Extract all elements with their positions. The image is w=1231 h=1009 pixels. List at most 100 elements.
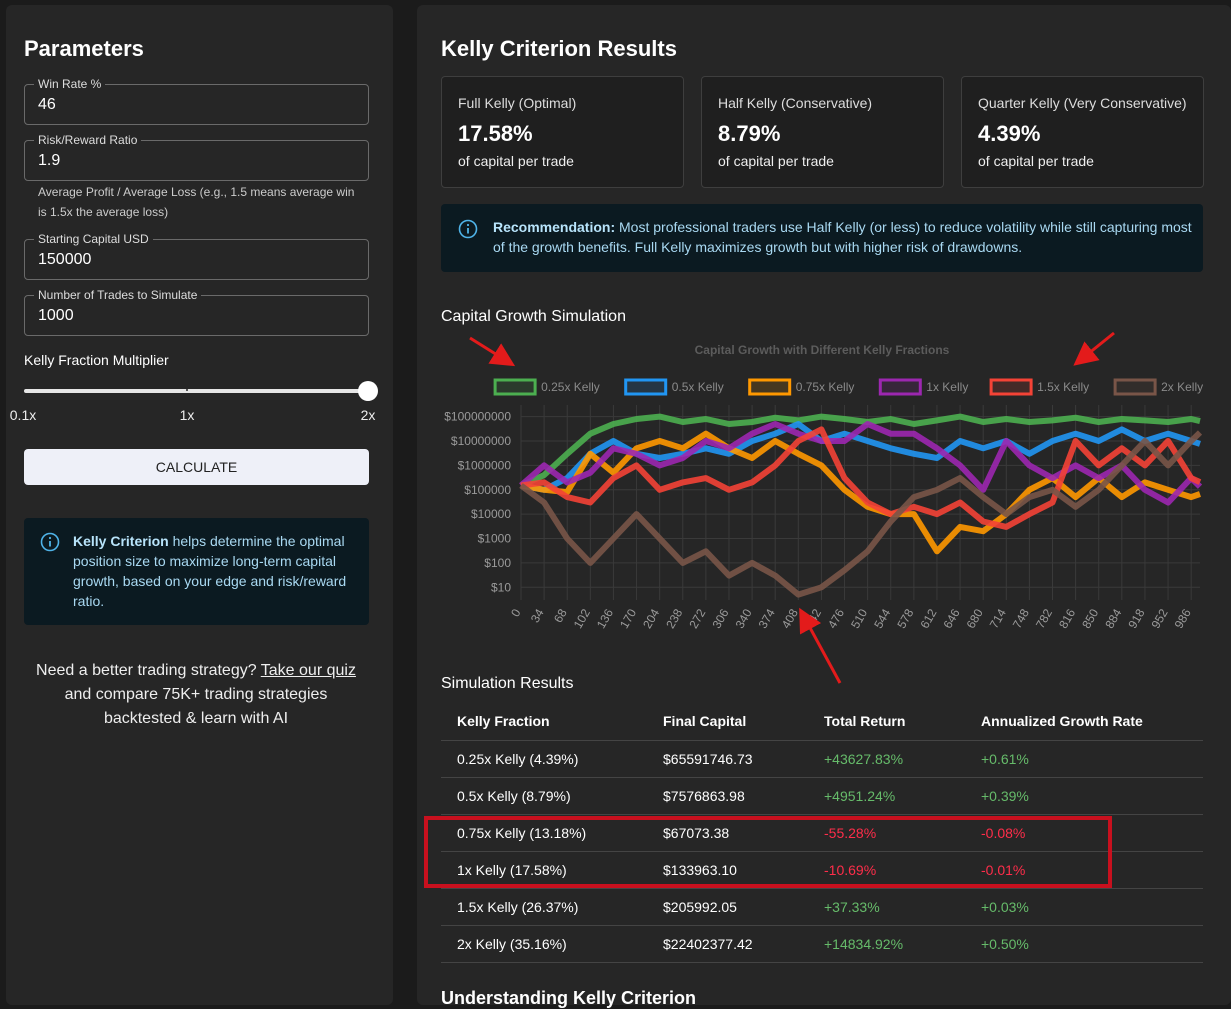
slider-thumb[interactable]	[358, 381, 378, 401]
x-tick-label: 986	[1172, 606, 1194, 631]
x-tick-label: 510	[848, 606, 870, 631]
legend-label[interactable]: 2x Kelly	[1161, 380, 1203, 394]
info-box: Kelly Criterion helps determine the opti…	[24, 518, 369, 625]
table-row: 1x Kelly (17.58%) $133963.10 -10.69% -0.01%	[441, 851, 1203, 889]
table-cell: $133963.10	[663, 862, 737, 878]
legend-label[interactable]: 0.5x Kelly	[672, 380, 724, 394]
x-tick-label: 952	[1149, 606, 1171, 631]
legend-swatch[interactable]	[878, 378, 922, 396]
input-label: Number of Trades to Simulate	[34, 288, 202, 302]
result-card: Full Kelly (Optimal) 17.58% of capital per…	[441, 76, 684, 188]
column-header: Final Capital	[663, 713, 747, 729]
y-tick-label: $100000000	[444, 410, 511, 424]
x-tick-label: 408	[779, 606, 801, 631]
legend-label[interactable]: 1x Kelly	[926, 380, 968, 394]
x-tick-label: 102	[571, 606, 593, 631]
input-field[interactable]: Number of Trades to Simulate 1000	[24, 288, 369, 336]
slider-mark	[186, 389, 188, 391]
slider-label: Kelly Fraction Multiplier	[24, 352, 169, 368]
legend-label[interactable]: 0.75x Kelly	[796, 380, 855, 394]
panel-title: Parameters	[24, 36, 144, 61]
y-tick-label: $1000	[478, 532, 512, 546]
legend-swatch[interactable]	[624, 378, 668, 396]
input-label: Risk/Reward Ratio	[34, 133, 142, 147]
card-value: 17.58%	[458, 121, 533, 146]
x-tick-label: 578	[894, 606, 916, 631]
x-tick-label: 374	[756, 606, 778, 631]
info-icon	[40, 532, 60, 552]
table-cell: -55.28%	[824, 825, 877, 841]
x-tick-label: 204	[640, 606, 662, 631]
table-row: 0.75x Kelly (13.18%) $67073.38 -55.28% -0.0…	[441, 814, 1203, 852]
table-title: Simulation Results	[441, 675, 574, 692]
x-tick-label: 714	[987, 606, 1009, 631]
y-tick-label: $1000000	[458, 458, 512, 472]
x-tick-label: 238	[663, 606, 685, 631]
table-row: 1.5x Kelly (26.37%) $205992.05 +37.33% +0.0…	[441, 888, 1203, 926]
input-field[interactable]: Starting Capital USD 150000	[24, 232, 369, 280]
legend-swatch[interactable]	[748, 378, 792, 396]
table-header: Kelly Fraction Final Capital Total Return A…	[441, 703, 1203, 741]
x-tick-label: 272	[686, 606, 708, 631]
x-tick-label: 850	[1079, 606, 1101, 631]
table-cell: +43627.83%	[824, 751, 904, 767]
input-label: Win Rate %	[34, 77, 106, 91]
table-cell: +0.50%	[981, 936, 1029, 952]
table-cell: +0.03%	[981, 899, 1029, 915]
legend-label[interactable]: 1.5x Kelly	[1037, 380, 1089, 394]
promo-text: Need a better trading strategy?	[36, 662, 257, 679]
column-header: Kelly Fraction	[457, 713, 550, 729]
slider-tick-label: 1x	[179, 407, 195, 423]
promo-link[interactable]: Take our quiz	[260, 662, 356, 679]
x-tick-label: 884	[1102, 606, 1124, 631]
y-tick-label: $10	[491, 580, 511, 594]
input-field[interactable]: Win Rate % 46	[24, 77, 369, 125]
table-cell: +4951.24%	[824, 788, 896, 804]
x-tick-label: 748	[1010, 606, 1032, 631]
table-cell: 0.75x Kelly (13.18%)	[457, 825, 587, 841]
info-icon	[458, 219, 478, 239]
x-tick-label: 476	[825, 606, 847, 631]
slider-track[interactable]	[24, 389, 368, 393]
table-cell: -10.69%	[824, 862, 877, 878]
input-value: 46	[38, 96, 56, 113]
card-note: of capital per trade	[458, 153, 574, 169]
calculate-button[interactable]: CALCULATE	[24, 449, 369, 485]
series-line	[519, 430, 1203, 598]
card-note: of capital per trade	[978, 153, 1094, 169]
next-heading: Understanding Kelly Criterion	[441, 988, 697, 1008]
table-row: 0.5x Kelly (8.79%) $7576863.98 +4951.24% +0…	[441, 777, 1203, 815]
card-note: of capital per trade	[718, 153, 834, 169]
table-cell: +0.39%	[981, 788, 1029, 804]
table-cell: +14834.92%	[824, 936, 904, 952]
table-cell: $205992.05	[663, 899, 737, 915]
results-title: Kelly Criterion Results	[441, 36, 677, 61]
table-row: 0.25x Kelly (4.39%) $65591746.73 +43627.83…	[441, 740, 1203, 778]
y-tick-label: $100000	[464, 483, 511, 497]
card-value: 8.79%	[718, 121, 781, 146]
chart: Capital Growth with Different Kelly Frac…	[444, 343, 1203, 631]
input-value: 150000	[38, 251, 92, 268]
y-tick-label: $10000	[471, 507, 511, 521]
legend-swatch[interactable]	[1113, 378, 1157, 396]
table-cell: 1x Kelly (17.58%)	[457, 862, 567, 878]
table-cell: $67073.38	[663, 825, 730, 841]
x-tick-label: 306	[709, 606, 731, 631]
info-body: helps determine the optimal position siz…	[73, 533, 347, 609]
legend-swatch[interactable]	[989, 378, 1033, 396]
recommendation-term: Recommendation:	[493, 219, 616, 235]
result-card: Half Kelly (Conservative) 8.79% of capital…	[701, 76, 944, 188]
table-cell: 1.5x Kelly (26.37%)	[457, 899, 579, 915]
card-label: Quarter Kelly (Very Conservative)	[978, 95, 1187, 111]
legend-swatch[interactable]	[493, 378, 537, 396]
legend-label[interactable]: 0.25x Kelly	[541, 380, 600, 394]
x-tick-label: 544	[871, 606, 893, 631]
card-value: 4.39%	[978, 121, 1041, 146]
input-field[interactable]: Risk/Reward Ratio 1.9	[24, 133, 369, 181]
recommendation-text: Recommendation: Most professional trader…	[493, 217, 1193, 257]
promo: Need a better trading strategy? Take our…	[26, 659, 366, 731]
x-tick-label: 918	[1125, 606, 1147, 631]
chart-heading: Capital Growth Simulation	[441, 308, 626, 325]
card-label: Full Kelly (Optimal)	[458, 95, 577, 111]
